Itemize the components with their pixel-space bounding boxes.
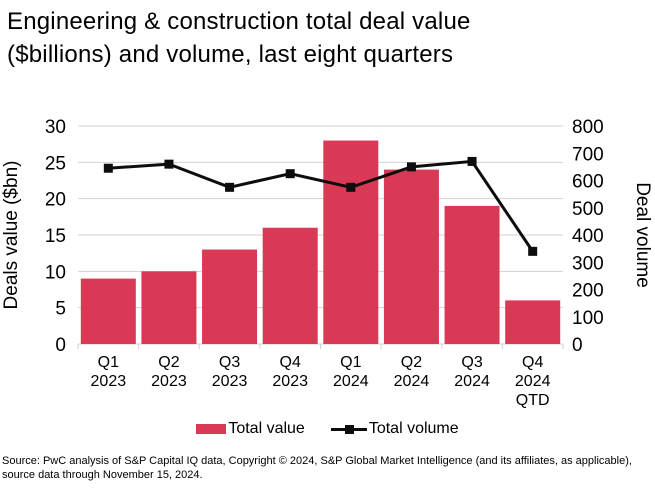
bar-q4-2024-qtd [505, 300, 561, 344]
x-axis-label-q2-2023: Q2 [158, 354, 179, 371]
source-note: Source: PwC analysis of S&P Capital IQ d… [2, 454, 652, 482]
x-axis-label-q1-2024: Q1 [340, 354, 361, 371]
right-axis-tick-0: 0 [572, 335, 583, 356]
x-axis-label-q4-2024-qtd: Q4 [522, 354, 543, 371]
value-bars [80, 140, 561, 344]
legend-item-total-volume: Total volume [330, 420, 459, 438]
right-axis-tick-300: 300 [572, 253, 604, 274]
bar-q2-2024 [383, 169, 439, 344]
x-axis-label-q1-2024: 2024 [333, 373, 369, 390]
volume-marker-q2-2024 [406, 162, 416, 172]
x-axis-label-q4-2023: 2023 [272, 373, 308, 390]
right-axis-tick-800: 800 [572, 117, 604, 138]
volume-marker-q4-2023 [285, 169, 295, 179]
left-axis-tick-0: 0 [55, 335, 66, 356]
left-axis-tick-25: 25 [45, 153, 66, 174]
x-axis-label-q3-2024: 2024 [454, 373, 490, 390]
source-note-line1: Source: PwC analysis of S&P Capital IQ d… [2, 455, 632, 467]
right-axis-tick-600: 600 [572, 172, 604, 193]
bar-q2-2023 [141, 271, 197, 344]
legend: Total value Total volume [0, 418, 655, 440]
x-axis-label-q4-2024-qtd: QTD [516, 392, 550, 409]
volume-marker-q1-2023 [103, 163, 113, 173]
right-axis-tick-200: 200 [572, 281, 604, 302]
bar-q1-2023 [80, 278, 136, 344]
x-axis-label-q3-2024: Q3 [461, 354, 482, 371]
x-axis-label-q3-2023: 2023 [212, 373, 248, 390]
bar-q1-2024 [323, 140, 379, 344]
volume-marker-q4-2024-qtd [528, 246, 538, 256]
right-axis-tick-500: 500 [572, 199, 604, 220]
bar-q4-2023 [262, 227, 318, 344]
deal-value-volume-chart: 0510152025300100200300400500600700800Q12… [1, 117, 653, 409]
axis-tick-labels: 0510152025300100200300400500600700800Q12… [45, 117, 604, 409]
source-note-line2: source data through November 15, 2024. [2, 469, 203, 481]
bar-q3-2023 [202, 249, 258, 344]
left-axis-title: Deals value ($bn) [1, 161, 22, 310]
legend-bar-swatch-icon [196, 424, 227, 434]
legend-line-swatch-icon [330, 423, 367, 435]
page-title-line1: Engineering & construction total deal va… [7, 8, 471, 35]
left-axis-tick-30: 30 [45, 117, 66, 138]
legend-label-total-volume: Total volume [368, 420, 459, 437]
left-axis-tick-10: 10 [45, 262, 66, 283]
x-axis-label-q2-2024: 2024 [394, 373, 430, 390]
left-axis-tick-15: 15 [45, 226, 66, 247]
bar-q3-2024 [444, 205, 500, 344]
legend-item-total-value: Total value [196, 420, 305, 438]
volume-line [108, 159, 534, 253]
right-axis-tick-100: 100 [572, 308, 604, 329]
legend-label-total-value: Total value [228, 420, 305, 437]
volume-marker-q3-2024 [467, 156, 477, 166]
volume-marker-q3-2023 [225, 182, 235, 192]
volume-marker-q2-2023 [164, 159, 174, 169]
left-axis-tick-20: 20 [45, 190, 66, 211]
page-title: Engineering & construction total deal va… [7, 5, 652, 71]
right-axis-tick-700: 700 [572, 144, 604, 165]
volume-marker-q1-2024 [346, 182, 356, 192]
x-axis-label-q4-2023: Q4 [280, 354, 301, 371]
x-axis-label-q4-2024-qtd: 2024 [515, 373, 551, 390]
x-axis-label-q2-2024: Q2 [401, 354, 422, 371]
volume-line-series [103, 156, 538, 256]
x-axis-label-q1-2023: Q1 [98, 354, 119, 371]
x-axis-label-q3-2023: Q3 [219, 354, 240, 371]
legend-square-marker-icon [344, 425, 354, 434]
right-axis-title: Deal volume [632, 182, 653, 288]
page-title-line2: ($billions) and volume, last eight quart… [7, 41, 454, 68]
left-axis-tick-5: 5 [55, 299, 66, 320]
x-axis-label-q1-2023: 2023 [91, 373, 127, 390]
right-axis-tick-400: 400 [572, 226, 604, 247]
x-axis-label-q2-2023: 2023 [151, 373, 187, 390]
